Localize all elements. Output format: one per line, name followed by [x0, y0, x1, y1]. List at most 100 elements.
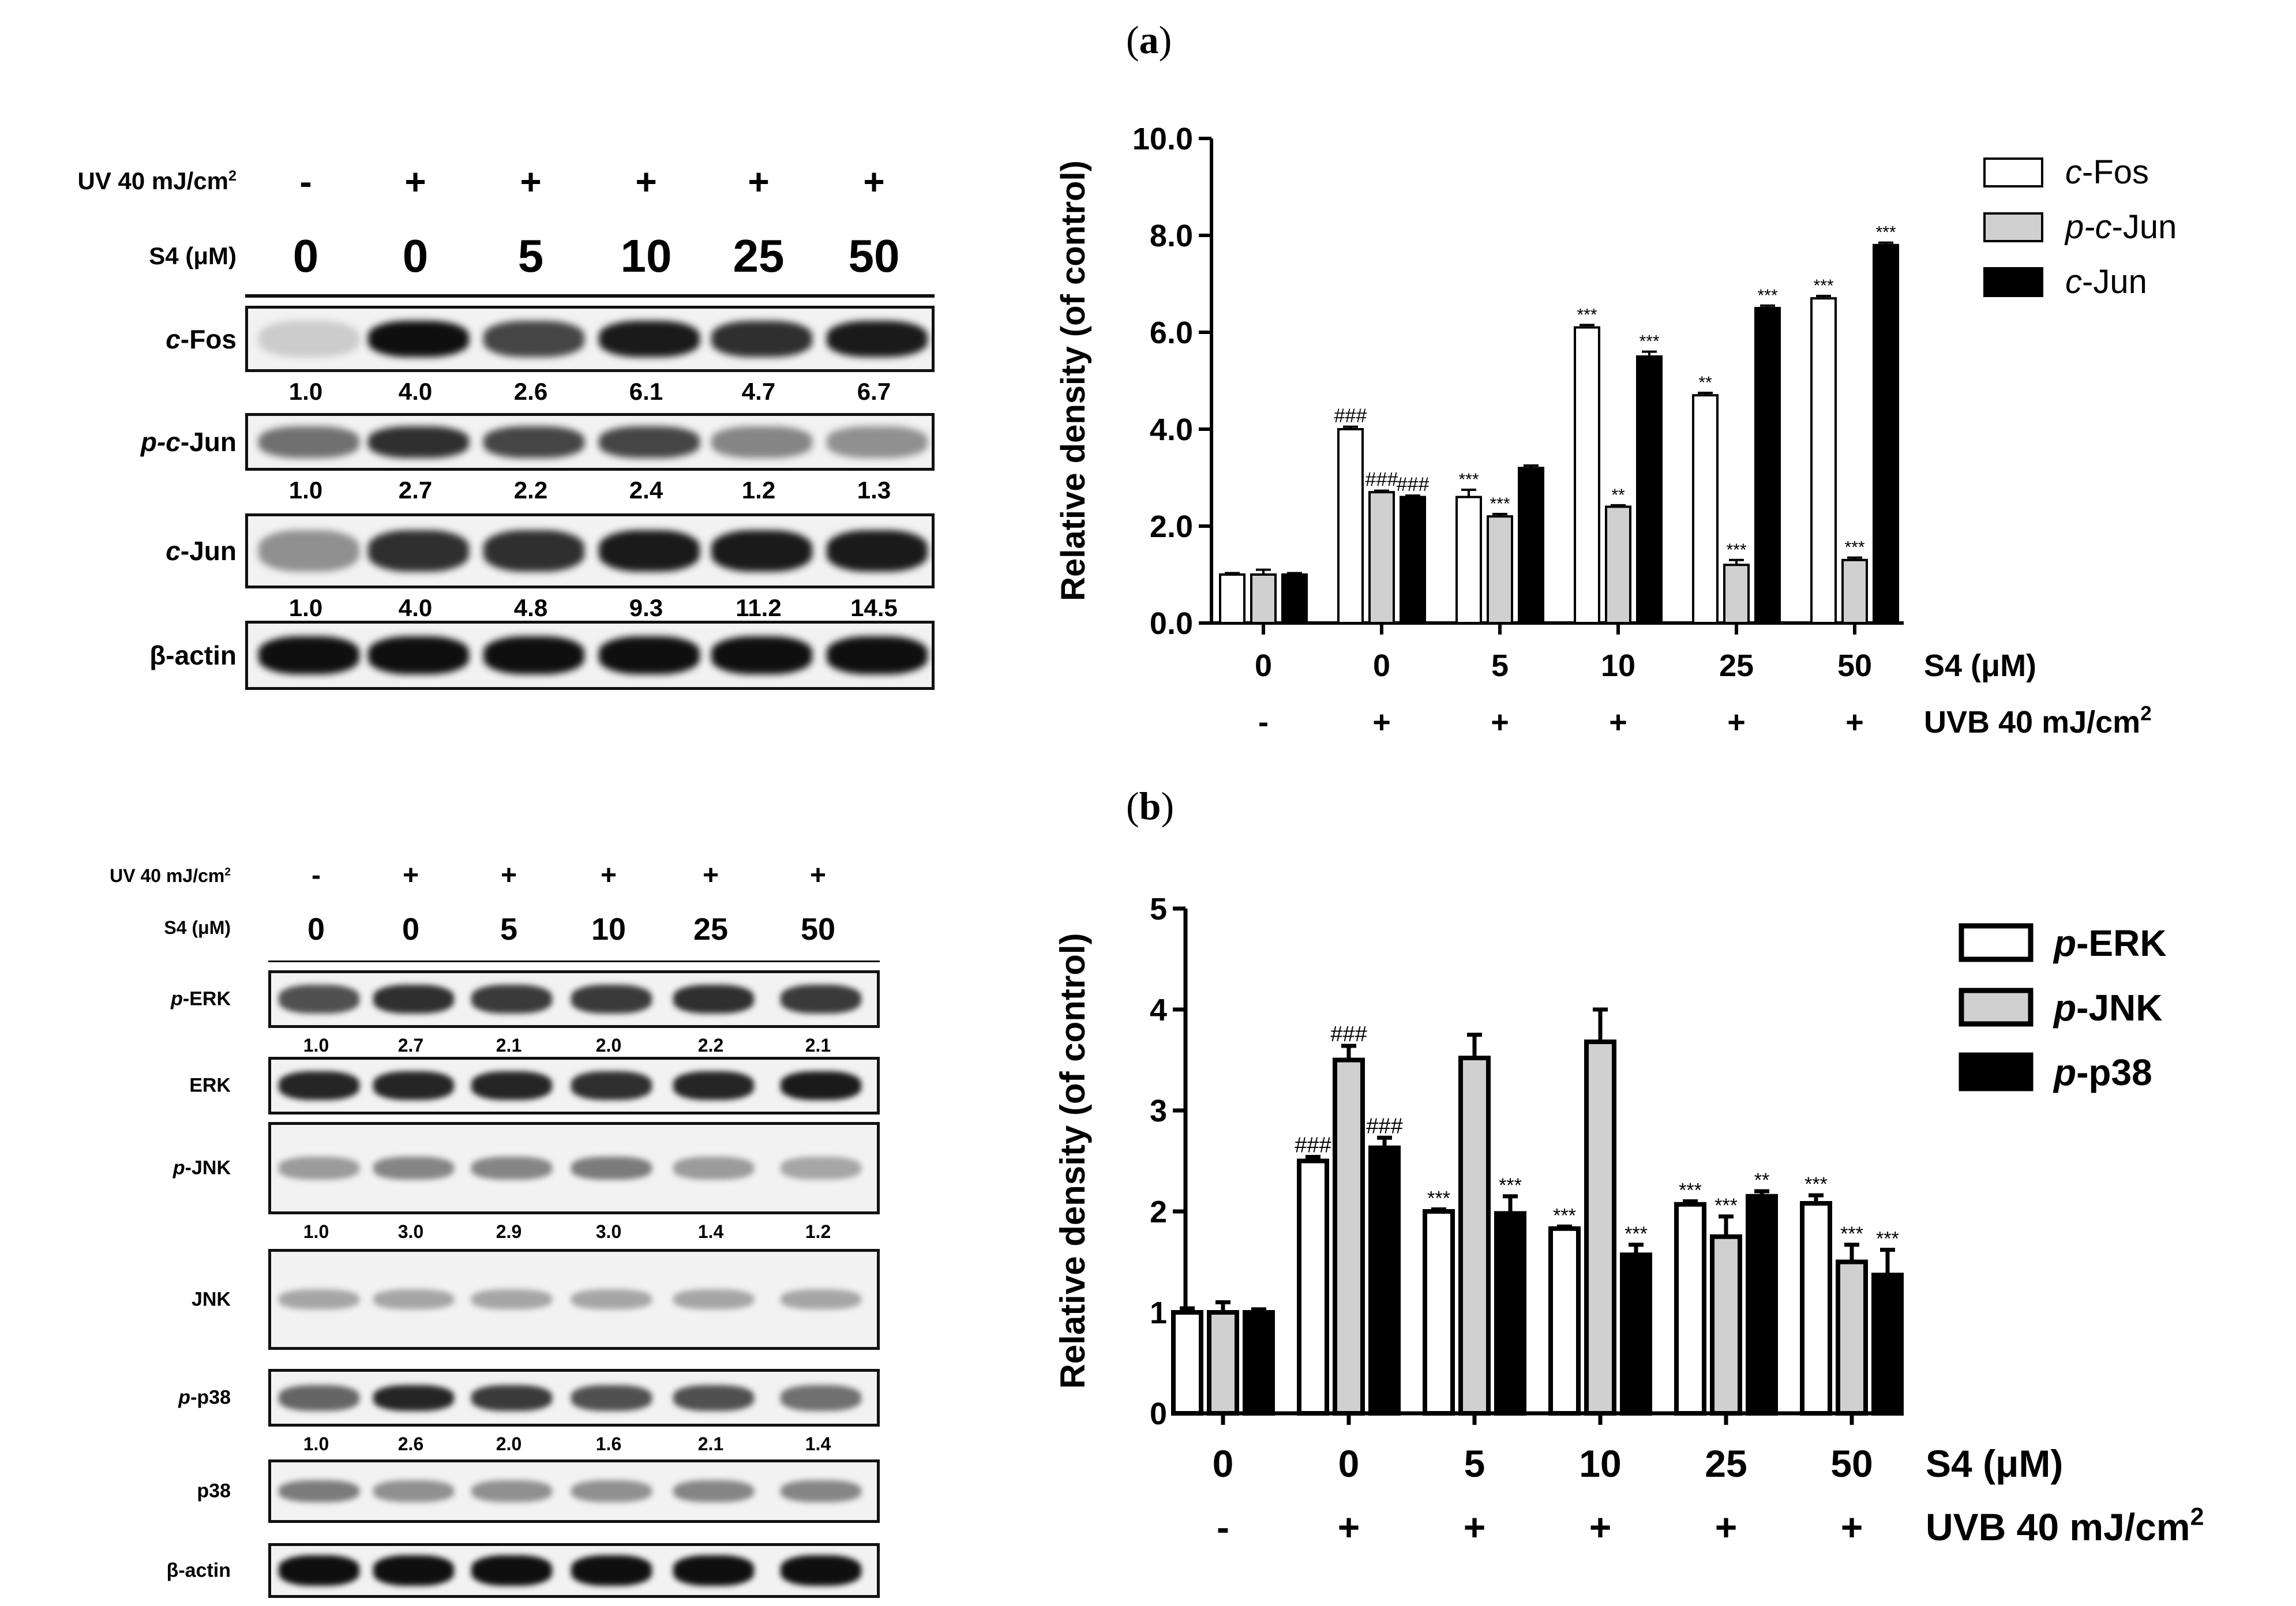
blot-row-label-italic: p — [171, 988, 183, 1010]
data-bar — [1423, 1209, 1455, 1416]
significance-stars: ** — [1611, 486, 1625, 505]
y-tick-label: 0.0 — [1150, 606, 1193, 641]
s4-column-value: 10 — [620, 230, 672, 282]
protein-band — [598, 636, 700, 674]
band-density-value: 6.7 — [857, 378, 891, 405]
x-category-label: 0 — [1255, 648, 1272, 683]
data-bar — [1574, 326, 1600, 625]
blot-row-label: ERK — [0, 1075, 231, 1097]
protein-band — [571, 985, 652, 1014]
legend-label: p-p38 — [2053, 1052, 2152, 1093]
y-tick-label: 2.0 — [1150, 509, 1193, 544]
protein-band — [279, 985, 359, 1014]
legend-label: p-c-Jun — [2064, 208, 2177, 246]
data-bar — [1873, 243, 1899, 625]
y-tick-label: 4.0 — [1150, 412, 1193, 447]
y-tick-label: 0 — [1150, 1397, 1167, 1431]
protein-band — [571, 1384, 652, 1411]
s4-column-value: 10 — [591, 912, 626, 947]
protein-band — [571, 1071, 652, 1100]
protein-band — [471, 985, 552, 1014]
legend-label-text: -Jun — [2082, 263, 2147, 301]
protein-band — [711, 530, 812, 572]
data-bar — [1243, 1310, 1275, 1416]
x-category-label: 5 — [1464, 1442, 1485, 1485]
data-bar — [1723, 564, 1750, 625]
band-density-value: 9.3 — [629, 594, 663, 621]
blot-strip — [245, 306, 935, 372]
significance-hash: ### — [1397, 474, 1430, 496]
y-tick-label: 3 — [1150, 1094, 1167, 1128]
uv-column-sign: - — [312, 860, 321, 891]
s4-column-value: 0 — [292, 230, 319, 282]
uv-treatment-sign: + — [1589, 1506, 1612, 1548]
significance-stars: *** — [1458, 470, 1479, 489]
legend-label-italic: p — [2053, 1052, 2076, 1093]
x-axis-title-uvb-sup: 2 — [2140, 702, 2152, 725]
bar-chart-b: 0 1 2 3 4 5 Relative density (of control) 0 - 0 + #… — [1053, 892, 2204, 1548]
band-density-value: 2.0 — [595, 1035, 622, 1056]
band-density-value: 1.0 — [288, 476, 323, 504]
band-density-value: 4.0 — [398, 378, 433, 405]
legend-label: c-Jun — [2065, 263, 2147, 301]
blot-row-label-text: -Jun — [180, 536, 237, 566]
band-density-value: 2.7 — [397, 1035, 424, 1056]
legend-label-italic: p — [2053, 987, 2076, 1029]
significance-stars: *** — [1844, 538, 1864, 557]
protein-band — [483, 636, 584, 674]
protein-band — [781, 1157, 861, 1180]
significance-stars: *** — [1553, 1204, 1576, 1226]
uv-column-sign: + — [500, 860, 517, 891]
protein-band — [279, 1480, 359, 1503]
band-density-value: 1.2 — [741, 476, 776, 504]
blot-row-label: p-c-Jun — [6, 426, 237, 457]
protein-band — [373, 985, 454, 1014]
protein-band — [673, 985, 754, 1014]
legend-swatch — [1983, 212, 2043, 242]
protein-band — [826, 636, 928, 674]
blot-row-label: β-actin — [6, 640, 237, 671]
y-tick-label: 8.0 — [1150, 219, 1193, 253]
data-bar — [1518, 467, 1544, 624]
protein-band — [571, 1480, 652, 1503]
significance-stars: *** — [1427, 1188, 1450, 1210]
blot-row-label-text: β-actin — [149, 640, 237, 670]
uv-treatment-sign: - — [1258, 705, 1269, 740]
data-bar — [1207, 1310, 1239, 1416]
significance-stars: *** — [1804, 1173, 1828, 1195]
data-bar — [1487, 515, 1513, 625]
band-density-value: 4.8 — [513, 594, 548, 621]
band-density-value: 1.0 — [303, 1434, 329, 1454]
blot-row-label-text: JNK — [191, 1288, 231, 1310]
data-bar — [1455, 496, 1482, 624]
band-density-value: 1.2 — [805, 1221, 831, 1242]
s4-column-value: 50 — [800, 912, 836, 947]
legend-label: p-ERK — [2053, 922, 2167, 964]
protein-band — [279, 1157, 359, 1180]
protein-band — [258, 320, 359, 358]
data-bar — [1368, 491, 1395, 625]
data-bar — [1674, 1202, 1706, 1416]
uv-treatment-sign: + — [1464, 1506, 1486, 1548]
uv-column-sign: + — [520, 161, 542, 202]
x-axis-title-uvb: UVB 40 mJ/cm2 — [1926, 1503, 2204, 1548]
blot-row-label: p-JNK — [0, 1157, 231, 1180]
blot-strip — [268, 1459, 880, 1523]
legend-swatch — [1983, 157, 2043, 187]
legend-label: p-JNK — [2053, 987, 2162, 1029]
protein-band — [781, 1384, 861, 1411]
band-density-value: 1.4 — [697, 1221, 724, 1242]
protein-band — [781, 1071, 861, 1100]
s4-header-label: S4 (μM) — [149, 242, 237, 269]
blot-row-label: c-Jun — [6, 535, 237, 566]
protein-band — [471, 1555, 552, 1586]
legend-label-text: -Fos — [2082, 153, 2149, 191]
blot-row-label-italic: p-c — [140, 427, 181, 457]
uv-column-sign: + — [863, 161, 885, 202]
data-bar — [1710, 1234, 1742, 1416]
protein-band — [279, 1384, 359, 1411]
blot-row-label-text: ERK — [189, 1074, 231, 1097]
data-bar — [1494, 1211, 1526, 1416]
band-density-value: 2.1 — [496, 1035, 522, 1056]
uv-header-label: UV 40 mJ/cm2 — [0, 865, 231, 887]
